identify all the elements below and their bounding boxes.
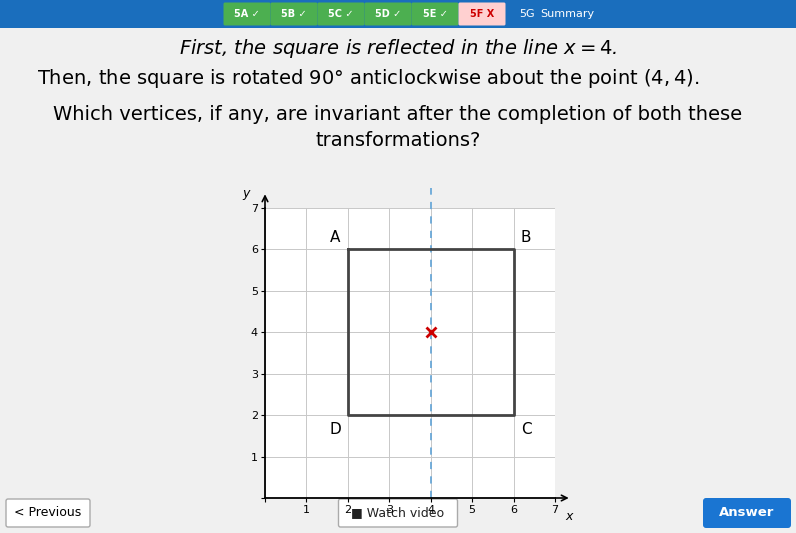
Text: 5F X: 5F X [470,9,494,19]
FancyBboxPatch shape [6,499,90,527]
Text: 5A ✓: 5A ✓ [234,9,259,19]
Text: B: B [521,230,531,245]
Text: 5E ✓: 5E ✓ [423,9,447,19]
Text: y: y [243,187,250,200]
FancyBboxPatch shape [338,499,458,527]
Text: x: x [566,510,573,523]
Text: 5G: 5G [519,9,535,19]
Text: First, the square is reflected in the line $x = 4$.: First, the square is reflected in the li… [179,36,617,60]
Text: D: D [330,422,341,437]
Text: ■ Watch video: ■ Watch video [352,506,444,520]
Bar [0,0,796,28]
Text: C: C [521,422,531,437]
FancyBboxPatch shape [365,3,412,26]
Text: Answer: Answer [720,506,775,520]
FancyBboxPatch shape [318,3,365,26]
FancyBboxPatch shape [703,498,791,528]
Text: 5D ✓: 5D ✓ [375,9,401,19]
FancyBboxPatch shape [458,3,505,26]
Text: Which vertices, if any, are invariant after the completion of both these: Which vertices, if any, are invariant af… [53,106,743,125]
Text: < Previous: < Previous [14,506,82,520]
Text: 5C ✓: 5C ✓ [328,9,353,19]
Text: Then, the square is rotated 90° anticlockwise about the point $(4, 4)$.: Then, the square is rotated 90° anticloc… [37,67,699,90]
Text: Summary: Summary [540,9,594,19]
Text: 5B ✓: 5B ✓ [281,9,306,19]
Text: A: A [330,230,341,245]
Text: transformations?: transformations? [315,131,481,149]
FancyBboxPatch shape [224,3,271,26]
FancyBboxPatch shape [412,3,458,26]
FancyBboxPatch shape [271,3,318,26]
